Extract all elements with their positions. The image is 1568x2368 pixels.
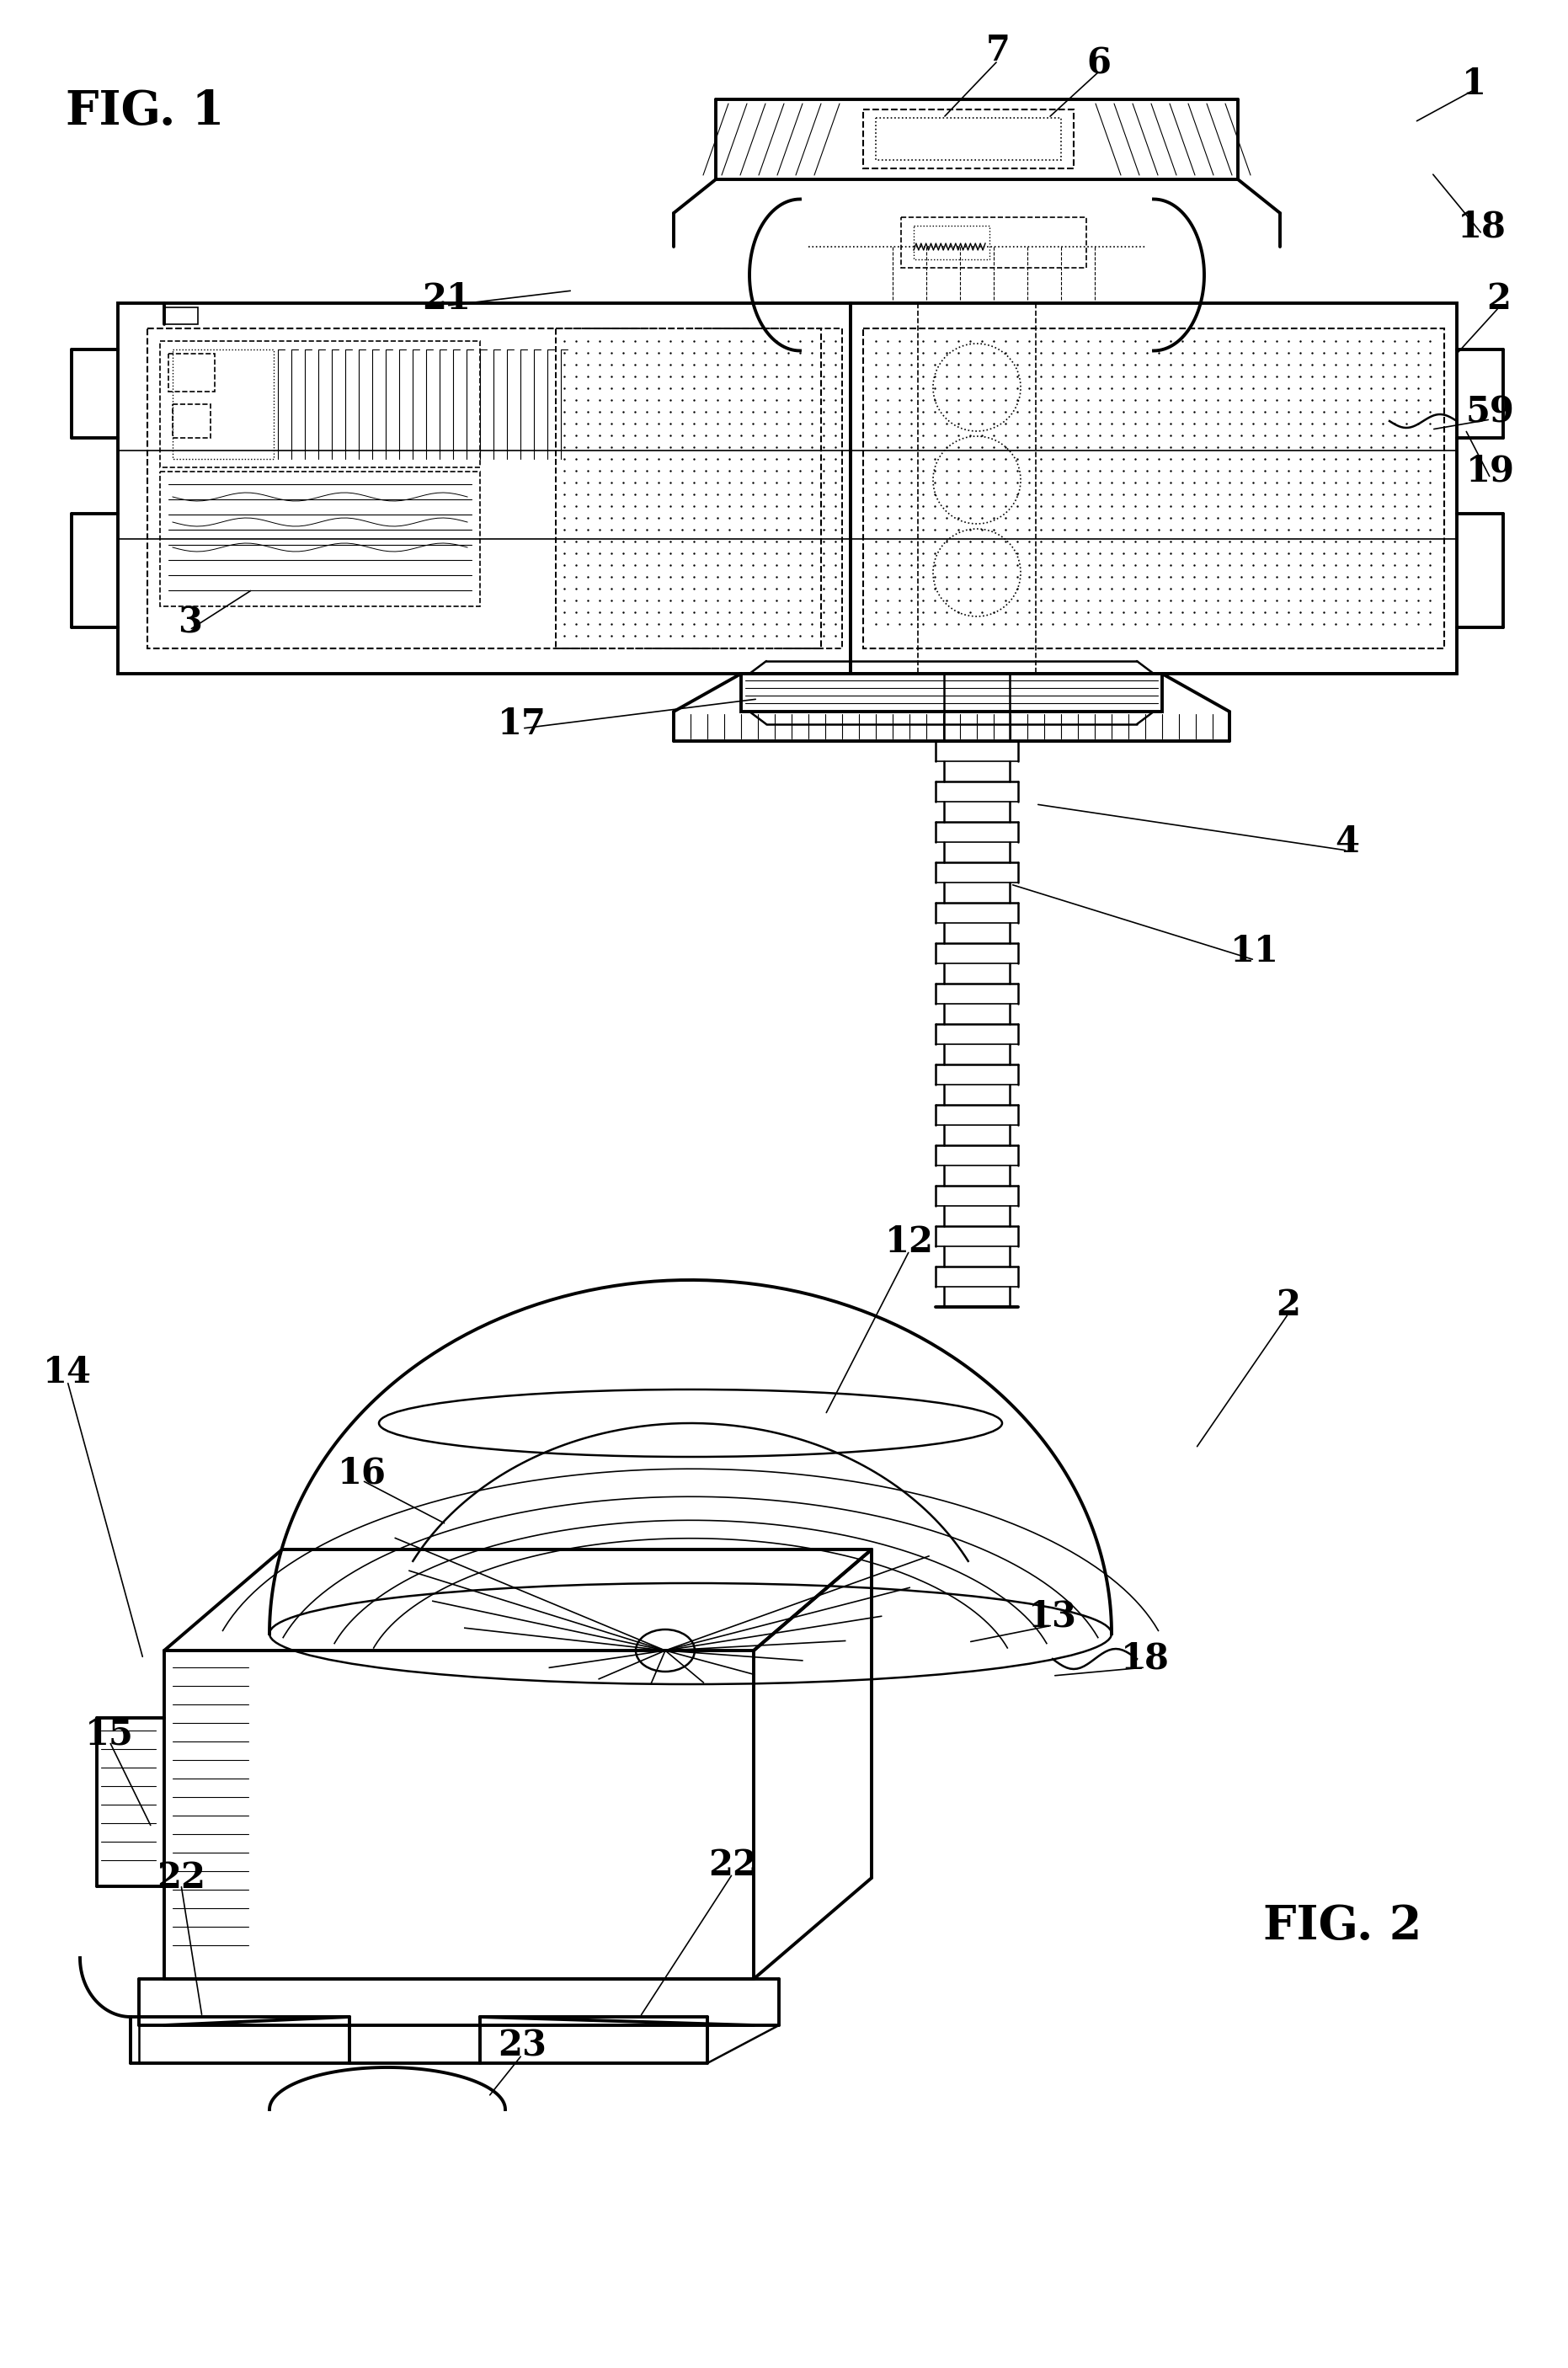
Ellipse shape: [635, 1629, 695, 1672]
Bar: [914, 225, 989, 260]
Bar: [172, 350, 274, 459]
Text: 7: 7: [986, 33, 1010, 69]
Bar: [742, 673, 1162, 710]
Text: 6: 6: [1087, 45, 1112, 81]
Text: 22: 22: [709, 1847, 757, 1883]
Bar: [555, 329, 842, 649]
Bar: [862, 329, 1444, 649]
Bar: [172, 405, 210, 438]
Text: 2: 2: [1276, 1288, 1300, 1324]
Bar: [168, 353, 215, 391]
Text: 59: 59: [1466, 395, 1515, 431]
Text: 16: 16: [337, 1456, 387, 1492]
Text: 14: 14: [42, 1354, 93, 1390]
Bar: [877, 118, 1062, 161]
Bar: [160, 341, 480, 466]
Bar: [850, 303, 1457, 673]
Text: 1: 1: [1461, 66, 1486, 102]
Text: 11: 11: [1231, 933, 1279, 969]
Bar: [118, 303, 850, 673]
Bar: [902, 218, 1087, 268]
Text: 12: 12: [884, 1224, 935, 1260]
Text: FIG. 2: FIG. 2: [1264, 1904, 1422, 1949]
Text: 23: 23: [497, 2029, 547, 2065]
Text: 13: 13: [1029, 1598, 1077, 1634]
Text: 18: 18: [1121, 1641, 1170, 1677]
Text: 21: 21: [422, 282, 470, 317]
Text: 15: 15: [85, 1717, 133, 1752]
Text: 3: 3: [177, 606, 202, 642]
Bar: [160, 471, 480, 606]
Bar: [862, 109, 1074, 168]
Text: 19: 19: [1466, 455, 1515, 490]
Text: FIG. 1: FIG. 1: [66, 88, 224, 135]
Text: 4: 4: [1336, 824, 1359, 860]
Bar: [147, 329, 822, 649]
Text: 17: 17: [497, 706, 547, 741]
Text: 22: 22: [157, 1861, 205, 1894]
Text: 2: 2: [1486, 282, 1512, 317]
Text: 18: 18: [1458, 211, 1507, 244]
Bar: [165, 308, 198, 324]
